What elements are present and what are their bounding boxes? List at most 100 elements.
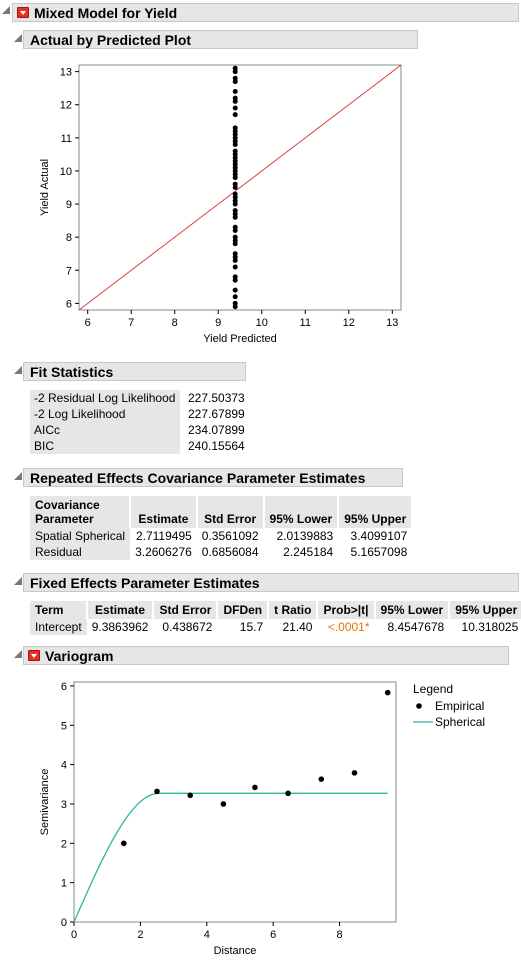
collapse-triangle-icon[interactable]: [14, 577, 22, 585]
report-header: Mixed Model for Yield: [12, 3, 519, 22]
collapse-triangle-icon[interactable]: [14, 34, 22, 42]
x-tick-label: 4: [204, 929, 210, 941]
stat-value: 227.67899: [188, 407, 245, 421]
data-point: [232, 88, 238, 94]
x-tick-label: 0: [71, 929, 77, 941]
stat-value: 234.07899: [188, 423, 245, 437]
legend-marker-empirical: [416, 703, 422, 709]
section-title: Repeated Effects Covariance Parameter Es…: [30, 469, 366, 486]
data-point: [232, 264, 238, 270]
x-tick-label: 9: [215, 317, 221, 329]
table-cell: Residual: [30, 544, 131, 560]
y-tick-label: 11: [61, 133, 72, 145]
data-point: [232, 251, 238, 257]
section-title: Fit Statistics: [30, 363, 114, 380]
column-header: 95% Lower: [263, 496, 340, 528]
section-header-variogram: Variogram: [23, 646, 509, 665]
y-tick-label: 6: [61, 681, 67, 693]
data-point: [232, 294, 238, 300]
table-cell: Intercept: [30, 619, 87, 635]
x-tick-label: 10: [256, 317, 268, 329]
column-header: Estimate: [130, 496, 198, 528]
y-tick-label: 7: [66, 265, 72, 277]
stat-label: -2 Log Likelihood: [30, 406, 180, 422]
table-cell: 2.0139883: [276, 529, 334, 543]
table-cell: 0.6856084: [201, 545, 259, 559]
column-header: Estimate: [86, 601, 155, 619]
column-header: t Ratio: [268, 601, 319, 619]
report-title: Mixed Model for Yield: [34, 4, 178, 21]
column-header: 95% Upper: [449, 601, 521, 619]
empirical-point: [318, 776, 325, 782]
table-cell: 3.4099107: [350, 529, 408, 543]
empirical-point: [220, 801, 227, 807]
data-point: [232, 208, 238, 214]
table-cell: 3.2606276: [135, 545, 192, 559]
data-point: [232, 69, 238, 75]
reference-line: [78, 64, 402, 311]
y-axis-label: Yield Actual: [39, 159, 51, 216]
table-cell: 9.3863962: [91, 620, 149, 634]
x-tick-label: 6: [85, 317, 91, 329]
section-header-fit-statistics: Fit Statistics: [23, 362, 246, 381]
data-point: [232, 234, 238, 240]
y-tick-label: 9: [66, 199, 72, 211]
red-triangle-menu-icon[interactable]: [17, 7, 29, 18]
table-cell: Spatial Spherical: [30, 528, 131, 544]
collapse-triangle-icon[interactable]: [14, 650, 22, 658]
empirical-point: [384, 689, 391, 696]
red-triangle-menu-icon[interactable]: [28, 650, 40, 661]
empirical-point: [351, 770, 358, 776]
table-row: -2 Residual Log Likelihood 227.50373: [30, 390, 249, 406]
legend-item-spherical: Spherical: [435, 715, 485, 729]
empirical-point: [120, 840, 127, 847]
table-row: -2 Log Likelihood 227.67899: [30, 406, 249, 422]
y-tick-label: 12: [60, 100, 72, 112]
data-point: [232, 95, 238, 101]
stat-label: -2 Residual Log Likelihood: [30, 390, 180, 406]
x-axis-label: Distance: [214, 945, 257, 957]
column-header: DFDen: [217, 601, 270, 619]
table-cell: 10.318025: [461, 620, 519, 634]
section-title: Fixed Effects Parameter Estimates: [30, 574, 260, 591]
data-point: [232, 274, 238, 280]
table-cell: 0.3561092: [201, 529, 259, 543]
section-header-repeated-effects: Repeated Effects Covariance Parameter Es…: [23, 468, 403, 487]
data-point: [232, 75, 238, 81]
column-header: Prob>|t|: [317, 601, 376, 619]
y-tick-label: 1: [61, 878, 67, 890]
column-header: Covariance Parameter: [30, 496, 132, 528]
table-row: Intercept 9.3863962 0.438672 15.7 21.40 …: [30, 619, 521, 635]
table-cell: 21.40: [282, 620, 313, 634]
y-tick-label: 5: [61, 720, 67, 732]
data-point: [232, 105, 238, 111]
collapse-triangle-icon[interactable]: [14, 472, 22, 480]
column-header: 95% Lower: [374, 601, 451, 619]
x-tick-label: 8: [337, 929, 343, 941]
collapse-triangle-icon[interactable]: [2, 6, 10, 14]
fit-statistics-table: -2 Residual Log Likelihood 227.50373 -2 Lo…: [30, 390, 249, 454]
y-tick-label: 2: [61, 838, 67, 850]
y-tick-label: 8: [66, 232, 72, 244]
actual-by-predicted-plot: 6 7 8 9 10 11 12 13 6 7 8 9 10 11 12 13 Yield Predicted Y…: [39, 64, 402, 345]
x-tick-label: 11: [300, 317, 311, 329]
variogram-plot: 0 2 4 6 8 0 1 2 3 4 5 6 Distance Semivariance Legend Em…: [39, 681, 485, 957]
collapse-triangle-icon[interactable]: [14, 366, 22, 374]
x-axis-label: Yield Predicted: [203, 333, 277, 345]
x-tick-label: 8: [172, 317, 178, 329]
plot-frame: [73, 681, 397, 923]
stat-value: 240.15564: [188, 439, 245, 453]
table-cell: 2.7119495: [135, 529, 192, 543]
empirical-point: [187, 792, 193, 799]
spherical-curve: [73, 792, 388, 923]
table-cell: 5.1657098: [350, 545, 408, 559]
stat-value: 227.50373: [188, 391, 245, 405]
data-point: [232, 148, 238, 154]
data-point: [232, 181, 238, 187]
y-axis-label: Semivariance: [39, 769, 51, 836]
data-point: [232, 300, 238, 306]
table-cell: 15.7: [239, 620, 264, 634]
table-row: BIC 240.15564: [30, 438, 249, 454]
p-value-cell: <.0001*: [327, 620, 370, 634]
y-tick-label: 0: [61, 917, 67, 929]
